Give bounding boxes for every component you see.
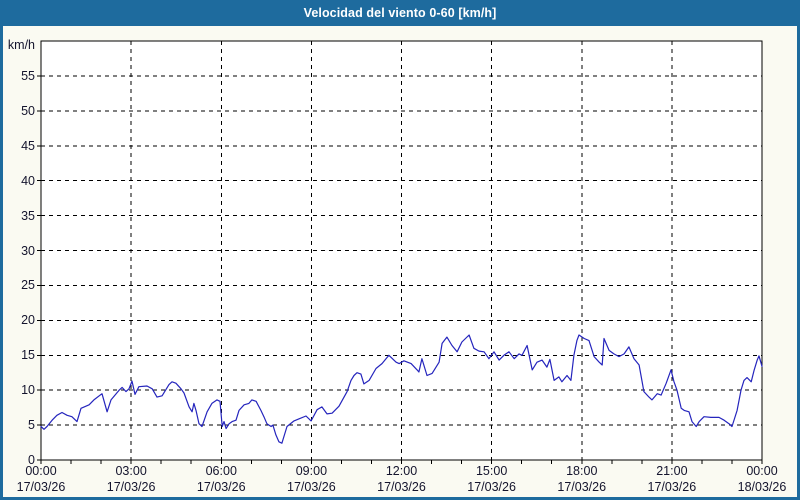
chart-area [3,26,797,497]
title-bar: Velocidad del viento 0-60 [km/h] [0,0,800,26]
chart-title: Velocidad del viento 0-60 [km/h] [303,6,497,20]
